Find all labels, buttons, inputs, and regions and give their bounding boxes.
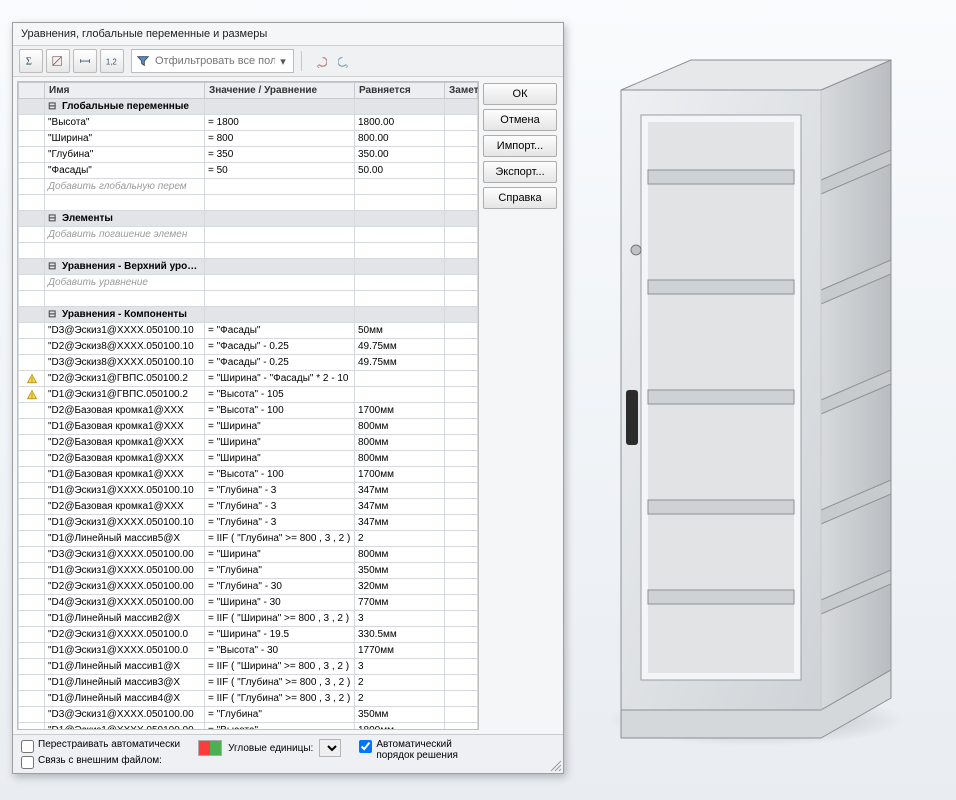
equation-row[interactable]: "D2@Эскиз8@XXXX.050100.10= "Фасады" - 0.… <box>19 339 478 355</box>
dialog-side-buttons: ОК Отмена Импорт... Экспорт... Справка <box>483 77 563 734</box>
equation-row[interactable]: "D3@Эскиз8@XXXX.050100.10= "Фасады" - 0.… <box>19 355 478 371</box>
equation-row[interactable]: "D1@Эскиз1@XXXX.050100.00= "Высота"1800м… <box>19 723 478 731</box>
equation-row[interactable]: "D1@Базовая кромка1@XXX= "Высота" - 1001… <box>19 467 478 483</box>
equation-row[interactable]: "Высота"= 18001800.00 <box>19 115 478 131</box>
units-select[interactable] <box>319 739 341 757</box>
blank-row[interactable] <box>19 291 478 307</box>
filter-input[interactable] <box>153 54 277 68</box>
placeholder-row[interactable]: Добавить глобальную перем <box>19 179 478 195</box>
equation-row[interactable]: "D2@Эскиз1@ГВПС.050100.2= "Ширина" - "Фа… <box>19 371 478 387</box>
dialog-footer: Перестраивать автоматически Связь с внеш… <box>13 734 563 773</box>
rebuild-auto-checkbox[interactable]: Перестраивать автоматически <box>21 739 180 753</box>
col-notes[interactable]: Заметки <box>445 83 478 99</box>
equation-row[interactable]: "D1@Эскиз1@XXXX.050100.10= "Глубина" - 3… <box>19 483 478 499</box>
resize-grip-icon[interactable] <box>549 759 561 771</box>
blank-row[interactable] <box>19 243 478 259</box>
equation-row[interactable]: "Глубина"= 350350.00 <box>19 147 478 163</box>
units-label: Угловые единицы: <box>228 743 313 754</box>
equation-row[interactable]: "D1@Линейный массив5@X= IIF ( "Глубина" … <box>19 531 478 547</box>
filter-box[interactable]: ▾ <box>131 49 294 73</box>
equation-row[interactable]: "D2@Эскиз1@XXXX.050100.00= "Глубина" - 3… <box>19 579 478 595</box>
rebuild-auto-label: Перестраивать автоматически <box>38 739 180 750</box>
tool-undo-icon[interactable] <box>309 50 331 72</box>
col-status[interactable] <box>19 83 45 99</box>
placeholder-row[interactable]: Добавить погашение элемен <box>19 227 478 243</box>
equation-row[interactable]: "D2@Базовая кромка1@XXX= "Высота" - 1001… <box>19 403 478 419</box>
equation-row[interactable]: "D2@Эскиз1@XXXX.050100.0= "Ширина" - 19.… <box>19 627 478 643</box>
cancel-button[interactable]: Отмена <box>483 109 557 131</box>
view-sigma-button[interactable]: Σ <box>19 49 43 73</box>
equation-row[interactable]: "D1@Эскиз1@XXXX.050100.0= "Высота" - 301… <box>19 643 478 659</box>
svg-text:Σ: Σ <box>26 57 32 68</box>
dialog-title: Уравнения, глобальные переменные и разме… <box>13 23 563 45</box>
ok-button[interactable]: ОК <box>483 83 557 105</box>
auto-order-checkbox[interactable]: Автоматический порядок решения <box>359 739 486 761</box>
equation-row[interactable]: "D3@Эскиз1@XXXX.050100.00= "Глубина"350м… <box>19 707 478 723</box>
section-header[interactable]: ⊟Глобальные переменные <box>19 99 478 115</box>
cad-model-viewport <box>586 30 926 750</box>
equation-row[interactable]: "D2@Базовая кромка1@XXX= "Глубина" - 334… <box>19 499 478 515</box>
import-button[interactable]: Импорт... <box>483 135 557 157</box>
section-header[interactable]: ⊟Уравнения - Компоненты <box>19 307 478 323</box>
equation-row[interactable]: "D2@Базовая кромка1@XXX= "Ширина"800мм <box>19 451 478 467</box>
funnel-icon <box>136 54 150 68</box>
equation-row[interactable]: "D1@Эскиз1@ГВПС.050100.2= "Высота" - 105 <box>19 387 478 403</box>
equation-row[interactable]: "D1@Линейный массив1@X= IIF ( "Ширина" >… <box>19 659 478 675</box>
view-dimension-button[interactable] <box>73 49 97 73</box>
angular-units: Угловые единицы: <box>198 739 341 757</box>
help-button[interactable]: Справка <box>483 187 557 209</box>
equation-row[interactable]: "D1@Линейный массив3@X= IIF ( "Глубина" … <box>19 675 478 691</box>
units-swatch-icon <box>198 740 222 756</box>
link-file-checkbox[interactable]: Связь с внешним файлом: <box>21 755 180 769</box>
toolbar: Σ 1,2 ▾ <box>13 45 563 77</box>
equations-dialog: Уравнения, глобальные переменные и разме… <box>12 22 564 774</box>
equation-row[interactable]: "Ширина"= 800800.00 <box>19 131 478 147</box>
equation-row[interactable]: "D4@Эскиз1@XXXX.050100.00= "Ширина" - 30… <box>19 595 478 611</box>
view-ordered-button[interactable]: 1,2 <box>100 49 124 73</box>
section-header[interactable]: ⊟Уравнения - Верхний уровен <box>19 259 478 275</box>
equation-row[interactable]: "Фасады"= 5050.00 <box>19 163 478 179</box>
view-sketch-button[interactable] <box>46 49 70 73</box>
toolbar-separator <box>301 51 302 71</box>
equation-row[interactable]: "D2@Базовая кромка1@XXX= "Ширина"800мм <box>19 435 478 451</box>
blank-row[interactable] <box>19 195 478 211</box>
col-name[interactable]: Имя <box>45 83 205 99</box>
equations-grid[interactable]: Имя Значение / Уравнение Равняется Замет… <box>17 81 479 730</box>
equation-row[interactable]: "D1@Базовая кромка1@XXX= "Ширина"800мм <box>19 419 478 435</box>
equation-row[interactable]: "D3@Эскиз1@XXXX.050100.10= "Фасады"50мм <box>19 323 478 339</box>
svg-text:1,2: 1,2 <box>106 58 117 67</box>
equation-row[interactable]: "D1@Эскиз1@XXXX.050100.10= "Глубина" - 3… <box>19 515 478 531</box>
section-header[interactable]: ⊟Элементы <box>19 211 478 227</box>
equation-row[interactable]: "D1@Эскиз1@XXXX.050100.00= "Глубина"350м… <box>19 563 478 579</box>
equation-row[interactable]: "D1@Линейный массив4@X= IIF ( "Глубина" … <box>19 691 478 707</box>
placeholder-row[interactable]: Добавить уравнение <box>19 275 478 291</box>
col-value[interactable]: Значение / Уравнение <box>205 83 355 99</box>
col-equals[interactable]: Равняется <box>355 83 445 99</box>
link-file-label: Связь с внешним файлом: <box>38 755 162 766</box>
filter-dropdown-icon[interactable]: ▾ <box>277 55 289 68</box>
equation-row[interactable]: "D3@Эскиз1@XXXX.050100.00= "Ширина"800мм <box>19 547 478 563</box>
tool-redo-icon[interactable] <box>334 50 356 72</box>
export-button[interactable]: Экспорт... <box>483 161 557 183</box>
equation-row[interactable]: "D1@Линейный массив2@X= IIF ( "Ширина" >… <box>19 611 478 627</box>
auto-order-label: Автоматический порядок решения <box>376 739 486 761</box>
